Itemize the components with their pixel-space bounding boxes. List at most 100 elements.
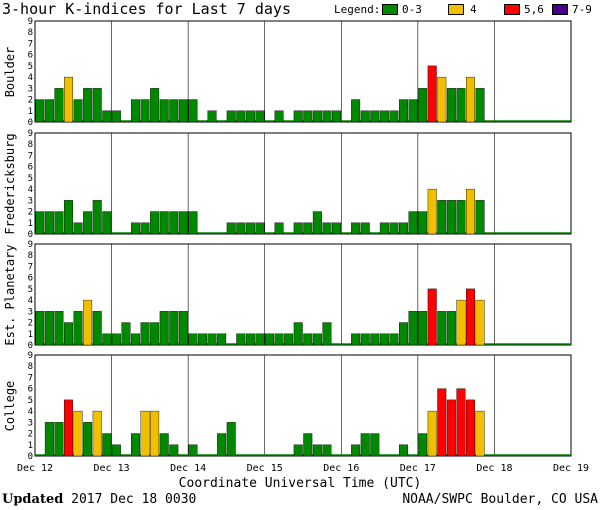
k-bar-fredericksburg-43 — [446, 200, 456, 235]
k-bar-est-planetary-2 — [54, 311, 64, 346]
k-bar-fredericksburg-29 — [312, 211, 322, 235]
k-bar-boulder-4 — [73, 99, 83, 123]
k-bar-boulder-23 — [255, 110, 265, 123]
k-bar-est-planetary-0 — [35, 311, 45, 346]
y-tick-label-boulder-4: 4 — [28, 73, 33, 83]
k-bar-est-planetary-8 — [111, 333, 121, 346]
k-bar-est-planetary-36 — [379, 333, 389, 346]
panel-frame-fredericksburg — [34, 132, 572, 235]
k-bar-est-planetary-24 — [265, 333, 274, 346]
k-bar-college-1 — [44, 422, 54, 457]
k-bar-fredericksburg-38 — [399, 222, 408, 235]
y-tick-label-est-planetary-8: 8 — [28, 251, 33, 261]
k-bar-fredericksburg-12 — [150, 211, 160, 235]
k-bar-fredericksburg-14 — [169, 211, 179, 235]
y-tick-label-college-6: 6 — [28, 385, 33, 395]
y-tick-label-college-7: 7 — [28, 373, 33, 383]
k-bar-college-35 — [370, 433, 380, 457]
k-bar-est-planetary-39 — [408, 311, 418, 346]
k-bar-boulder-33 — [351, 99, 361, 123]
k-bar-est-planetary-38 — [399, 322, 408, 346]
k-bar-boulder-38 — [399, 99, 408, 123]
k-bar-est-planetary-3 — [64, 322, 73, 346]
k-bar-est-planetary-9 — [121, 322, 131, 346]
k-bar-est-planetary-6 — [92, 311, 102, 346]
k-bar-boulder-46 — [475, 88, 485, 123]
k-bar-college-28 — [303, 433, 313, 457]
k-bar-est-planetary-35 — [370, 333, 380, 346]
legend-swatch-0-3 — [382, 4, 398, 15]
k-bar-fredericksburg-20 — [226, 222, 236, 235]
panel-label-fredericksburg: Fredericksburg — [3, 132, 17, 235]
k-bar-college-46 — [475, 410, 485, 457]
k-bar-boulder-31 — [332, 110, 341, 123]
k-bar-boulder-44 — [456, 88, 466, 123]
k-bar-college-27 — [293, 444, 303, 457]
k-bar-est-planetary-11 — [140, 322, 150, 346]
y-tick-label-est-planetary-3: 3 — [28, 307, 33, 317]
k-bar-college-29 — [312, 444, 322, 457]
x-tick-label-7: Dec 19 — [553, 463, 589, 474]
legend-entry-4: 4 — [470, 3, 477, 16]
k-bar-est-planetary-33 — [351, 333, 361, 346]
k-bar-boulder-36 — [379, 110, 389, 123]
y-tick-label-fredericksburg-5: 5 — [28, 174, 33, 184]
k-bar-est-planetary-44 — [456, 299, 466, 346]
y-tick-label-college-8: 8 — [28, 362, 33, 372]
y-tick-label-est-planetary-1: 1 — [28, 330, 33, 340]
k-bar-fredericksburg-1 — [44, 211, 54, 235]
k-bar-college-34 — [360, 433, 370, 457]
y-tick-label-boulder-1: 1 — [28, 107, 33, 117]
k-bar-boulder-2 — [54, 88, 64, 123]
x-tick-label-0: Dec 12 — [17, 463, 53, 474]
legend-label: Legend: — [334, 3, 381, 16]
x-tick-label-2: Dec 14 — [170, 463, 206, 474]
y-tick-label-est-planetary-0: 0 — [28, 341, 33, 351]
k-bar-est-planetary-17 — [198, 333, 207, 346]
k-bar-est-planetary-14 — [169, 311, 179, 346]
y-tick-label-college-0: 0 — [28, 452, 33, 462]
k-bar-college-38 — [399, 444, 408, 457]
k-bar-boulder-13 — [159, 99, 169, 123]
y-tick-label-boulder-5: 5 — [28, 62, 33, 72]
k-bar-college-6 — [92, 410, 102, 457]
k-bar-college-41 — [427, 410, 437, 457]
k-bar-college-8 — [111, 444, 121, 457]
y-tick-label-boulder-8: 8 — [28, 28, 33, 38]
k-bar-boulder-10 — [131, 99, 140, 123]
y-tick-label-est-planetary-9: 9 — [28, 240, 33, 250]
y-tick-label-fredericksburg-3: 3 — [28, 196, 33, 206]
k-bar-est-planetary-4 — [73, 311, 83, 346]
k-bar-est-planetary-7 — [102, 333, 112, 346]
x-tick-label-6: Dec 18 — [476, 463, 512, 474]
x-tick-label-4: Dec 16 — [323, 463, 359, 474]
k-bar-est-planetary-18 — [207, 333, 217, 346]
y-tick-label-boulder-9: 9 — [28, 17, 33, 27]
k-bar-boulder-37 — [389, 110, 399, 123]
k-bar-boulder-12 — [150, 88, 160, 123]
k-bar-college-10 — [131, 433, 140, 457]
k-bar-boulder-21 — [236, 110, 246, 123]
k-bar-boulder-0 — [35, 99, 45, 123]
k-bar-est-planetary-16 — [188, 333, 198, 346]
k-bar-fredericksburg-16 — [188, 211, 198, 235]
k-bar-est-planetary-37 — [389, 333, 399, 346]
k-bar-est-planetary-29 — [312, 333, 322, 346]
k-bar-boulder-42 — [437, 76, 447, 123]
panel-label-college: College — [3, 380, 17, 431]
k-bar-fredericksburg-10 — [131, 222, 140, 235]
k-bar-college-3 — [64, 399, 73, 457]
k-bar-boulder-20 — [226, 110, 236, 123]
k-bar-college-13 — [159, 433, 169, 457]
k-bar-boulder-5 — [83, 88, 93, 123]
k-bar-boulder-39 — [408, 99, 418, 123]
k-bar-fredericksburg-7 — [102, 211, 112, 235]
k-bar-college-40 — [418, 433, 428, 457]
k-bar-fredericksburg-27 — [293, 222, 303, 235]
k-bar-fredericksburg-13 — [159, 211, 169, 235]
k-bar-college-19 — [217, 433, 227, 457]
data-source: NOAA/SWPC Boulder, CO USA — [402, 492, 598, 507]
y-tick-label-fredericksburg-1: 1 — [28, 219, 33, 229]
y-tick-label-college-5: 5 — [28, 396, 33, 406]
k-bar-fredericksburg-40 — [418, 211, 428, 235]
